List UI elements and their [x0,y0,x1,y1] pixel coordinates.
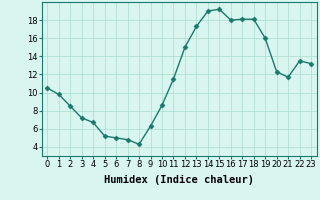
X-axis label: Humidex (Indice chaleur): Humidex (Indice chaleur) [104,175,254,185]
